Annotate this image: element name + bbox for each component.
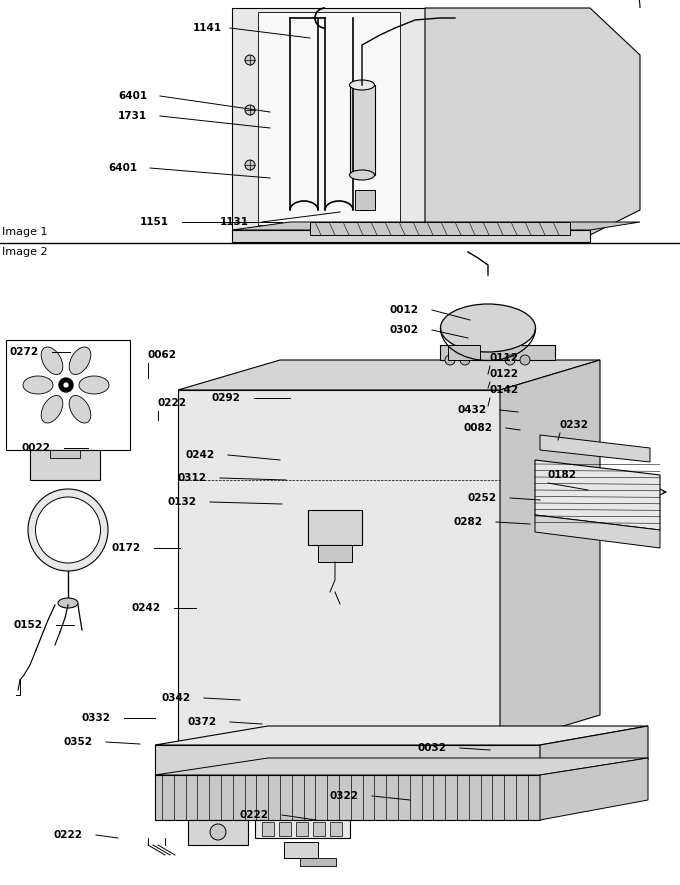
Polygon shape [350,85,375,175]
Polygon shape [500,360,600,745]
Text: Image 2: Image 2 [2,247,48,257]
Polygon shape [188,820,248,845]
Text: 0142: 0142 [490,385,519,395]
Text: 0172: 0172 [112,543,141,553]
Circle shape [245,105,255,115]
Text: 0332: 0332 [82,713,111,723]
Polygon shape [155,726,648,745]
Ellipse shape [350,80,375,90]
Polygon shape [232,8,425,230]
Text: 0432: 0432 [458,405,487,415]
Ellipse shape [41,396,63,423]
Polygon shape [318,545,352,562]
Text: 1131: 1131 [220,217,249,227]
Text: 6401: 6401 [118,91,147,101]
Circle shape [245,55,255,65]
Polygon shape [258,12,400,225]
Text: 0012: 0012 [390,305,419,315]
Ellipse shape [79,376,109,394]
Polygon shape [535,515,660,548]
Text: 0242: 0242 [132,603,161,613]
Polygon shape [155,758,648,775]
Text: 1731: 1731 [118,111,147,121]
Circle shape [460,355,470,365]
Polygon shape [232,222,640,230]
Ellipse shape [41,347,63,374]
Polygon shape [308,510,362,545]
Circle shape [505,355,515,365]
Text: 0112: 0112 [490,353,519,363]
Circle shape [445,355,455,365]
Polygon shape [425,8,640,235]
Polygon shape [300,858,336,866]
Polygon shape [448,345,480,360]
Polygon shape [535,460,660,530]
Ellipse shape [23,376,53,394]
Text: 0222: 0222 [158,398,187,408]
Text: 0152: 0152 [14,620,43,630]
Polygon shape [540,758,648,820]
Polygon shape [355,190,375,210]
Polygon shape [178,360,600,390]
Text: 0242: 0242 [186,450,215,460]
Text: 0372: 0372 [188,717,217,727]
Polygon shape [296,822,308,836]
Text: 0032: 0032 [418,743,447,753]
Text: 0282: 0282 [454,517,483,527]
Polygon shape [155,775,540,820]
Text: 0022: 0022 [22,443,51,453]
Polygon shape [255,820,350,838]
Text: 0232: 0232 [560,420,589,430]
Text: 0272: 0272 [10,347,39,357]
Ellipse shape [441,304,536,352]
Ellipse shape [350,170,375,180]
Polygon shape [6,340,130,450]
Polygon shape [30,450,100,480]
Text: 0292: 0292 [212,393,241,403]
Text: 0122: 0122 [490,369,519,379]
Circle shape [59,378,73,392]
Text: 0132: 0132 [168,497,197,507]
Text: 0312: 0312 [178,473,207,483]
Text: 0062: 0062 [148,350,177,360]
Circle shape [63,382,69,388]
Polygon shape [313,822,325,836]
Polygon shape [540,726,648,775]
Text: 0222: 0222 [240,810,269,820]
Circle shape [210,824,226,840]
Ellipse shape [35,497,101,563]
Text: 0082: 0082 [464,423,493,433]
Polygon shape [155,745,540,775]
Text: 0302: 0302 [390,325,419,335]
Text: 0322: 0322 [330,791,359,801]
Text: 0182: 0182 [548,470,577,480]
Polygon shape [310,222,570,235]
Polygon shape [540,435,650,462]
Polygon shape [262,822,274,836]
Ellipse shape [28,489,108,571]
Ellipse shape [58,598,78,608]
Circle shape [520,355,530,365]
Ellipse shape [69,396,91,423]
Text: 0342: 0342 [162,693,191,703]
Polygon shape [440,345,555,360]
Text: 1141: 1141 [193,23,222,33]
Polygon shape [178,390,500,745]
Polygon shape [232,230,590,242]
Circle shape [245,160,255,170]
Text: 0252: 0252 [468,493,497,503]
Polygon shape [50,450,80,458]
Polygon shape [279,822,291,836]
Text: 0352: 0352 [64,737,93,747]
Polygon shape [330,822,342,836]
Text: 1151: 1151 [140,217,169,227]
Text: 0222: 0222 [54,830,83,840]
Text: 6401: 6401 [108,163,137,173]
Polygon shape [284,842,318,858]
Text: Image 1: Image 1 [2,227,48,237]
Ellipse shape [69,347,91,374]
